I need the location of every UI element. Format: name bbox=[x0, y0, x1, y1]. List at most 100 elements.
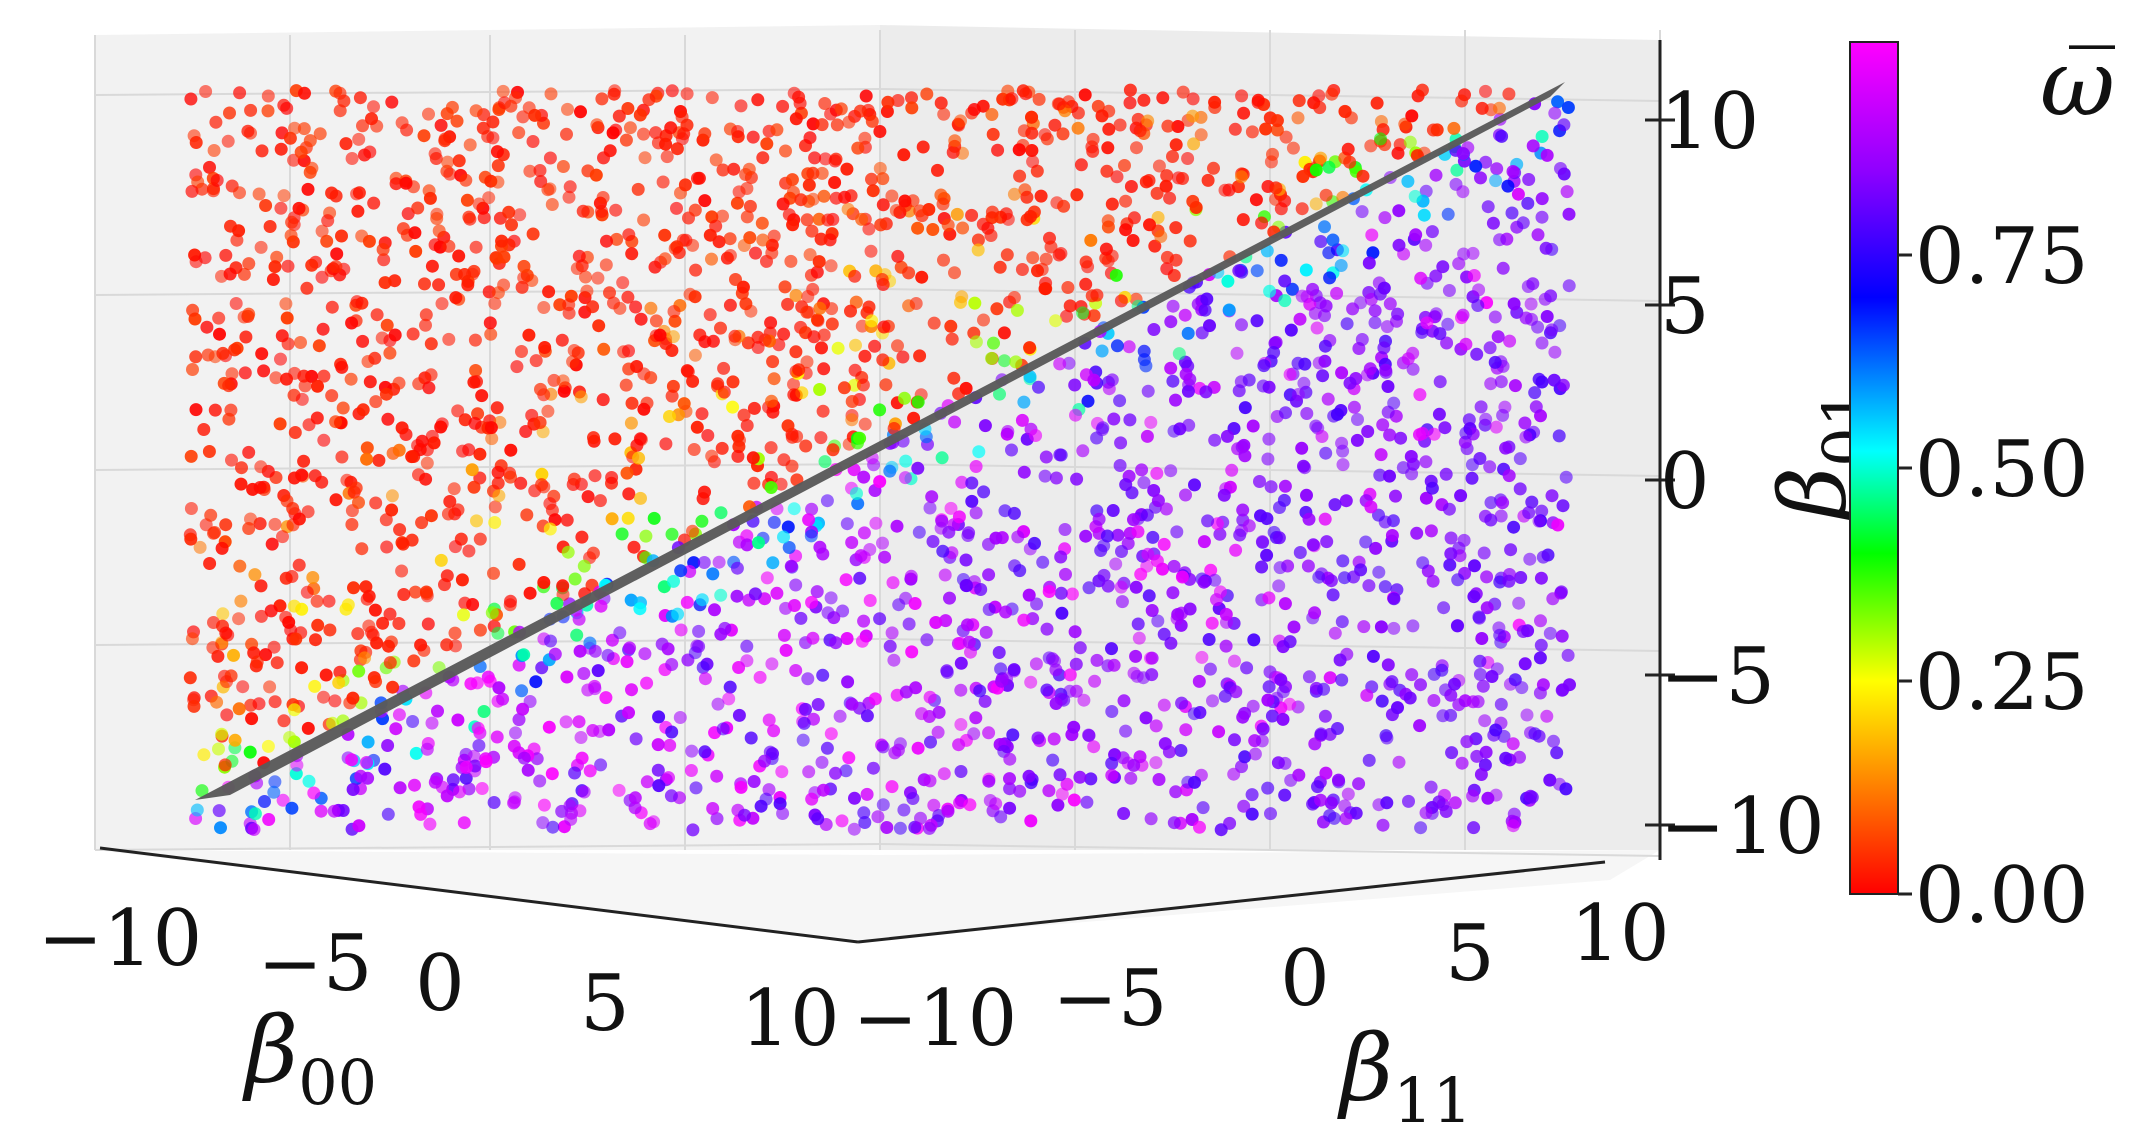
scatter-point bbox=[389, 722, 403, 736]
scatter-point bbox=[1145, 651, 1159, 665]
scatter-point bbox=[546, 820, 560, 834]
colorbar-tick-label: 0.25 bbox=[1915, 638, 2089, 728]
scatter-point bbox=[1105, 197, 1119, 211]
scatter-point bbox=[220, 708, 234, 722]
scatter-point bbox=[1470, 749, 1484, 763]
scatter-point bbox=[1164, 636, 1178, 650]
scatter-point bbox=[637, 213, 651, 227]
scatter-point bbox=[877, 320, 891, 334]
scatter-point bbox=[555, 333, 569, 347]
scatter-point bbox=[1445, 746, 1459, 760]
scatter-point bbox=[1512, 596, 1526, 610]
scatter-point bbox=[1236, 503, 1250, 517]
scatter-point bbox=[954, 114, 967, 128]
scatter-point bbox=[350, 295, 364, 309]
scatter-point bbox=[1141, 384, 1155, 398]
scatter-point bbox=[1272, 531, 1286, 545]
scatter-point bbox=[845, 395, 859, 408]
scatter-point bbox=[451, 713, 465, 727]
scatter-point bbox=[1452, 698, 1466, 712]
scatter-point bbox=[711, 377, 725, 391]
scatter-point bbox=[305, 258, 319, 272]
scatter-point bbox=[1152, 159, 1166, 173]
scatter-point bbox=[1309, 197, 1323, 211]
scatter-point bbox=[1181, 326, 1195, 340]
scatter-point bbox=[1143, 218, 1156, 232]
scatter-point bbox=[767, 724, 781, 738]
scatter-point bbox=[1047, 732, 1061, 746]
scatter-point bbox=[633, 432, 647, 446]
scatter-point bbox=[1183, 234, 1197, 248]
scatter-point bbox=[557, 384, 571, 398]
scatter-point bbox=[927, 798, 941, 812]
scatter-point bbox=[1264, 807, 1277, 821]
scatter-point bbox=[1416, 556, 1430, 570]
scatter-point bbox=[997, 326, 1011, 340]
scatter-point bbox=[1255, 560, 1269, 574]
scatter-point bbox=[689, 263, 703, 277]
scatter-point bbox=[276, 530, 289, 544]
scatter-point bbox=[369, 496, 383, 510]
scatter-point bbox=[1062, 356, 1076, 370]
scatter-point bbox=[1169, 138, 1183, 152]
scatter-point bbox=[878, 550, 892, 564]
scatter-point bbox=[766, 556, 780, 570]
scatter-point bbox=[1201, 173, 1215, 187]
scatter-point bbox=[1298, 461, 1312, 475]
scatter-point bbox=[288, 121, 302, 135]
scatter-point bbox=[517, 648, 531, 662]
scatter-point bbox=[714, 627, 728, 641]
scatter-point bbox=[1058, 523, 1072, 536]
scatter-point bbox=[717, 361, 731, 375]
scatter-point bbox=[1466, 789, 1480, 803]
scatter-point bbox=[1017, 395, 1031, 409]
scatter-point bbox=[349, 481, 363, 495]
scatter-point bbox=[1284, 323, 1298, 337]
scatter-point bbox=[1137, 476, 1151, 490]
scatter-point bbox=[800, 305, 814, 319]
scatter-point bbox=[575, 530, 589, 544]
scatter-point bbox=[596, 393, 610, 407]
scatter-point bbox=[491, 175, 505, 189]
scatter-point bbox=[1151, 614, 1165, 628]
scatter-point bbox=[1373, 287, 1387, 301]
scatter-point bbox=[1115, 595, 1129, 609]
scatter-point bbox=[723, 298, 737, 312]
scatter-point bbox=[406, 327, 420, 341]
scatter-point bbox=[419, 308, 433, 322]
scatter-point bbox=[242, 307, 256, 321]
scatter-point bbox=[747, 476, 761, 490]
scatter-point bbox=[1552, 429, 1566, 443]
scatter-point bbox=[202, 445, 216, 458]
separating-plane bbox=[195, 82, 1565, 800]
scatter-point bbox=[1535, 130, 1549, 143]
scatter-point bbox=[222, 379, 236, 393]
scatter-point bbox=[1465, 458, 1479, 472]
scatter-point bbox=[286, 502, 300, 515]
scatter-point bbox=[572, 612, 586, 626]
scatter-point bbox=[1521, 624, 1535, 638]
scatter-point bbox=[422, 107, 435, 121]
scatter-point bbox=[1298, 357, 1312, 371]
scatter-point bbox=[1486, 216, 1500, 230]
scatter-point bbox=[517, 259, 531, 273]
scatter-point bbox=[787, 502, 801, 516]
scatter-point bbox=[670, 201, 683, 215]
scatter-point bbox=[427, 436, 441, 450]
scatter-point bbox=[680, 595, 694, 609]
scatter-point bbox=[956, 221, 970, 235]
scatter-point bbox=[319, 668, 333, 682]
scatter-point bbox=[726, 400, 740, 414]
scatter-point bbox=[993, 387, 1006, 401]
scatter-point bbox=[789, 578, 803, 592]
scatter-point bbox=[787, 388, 801, 402]
scatter-point bbox=[222, 412, 236, 426]
scatter-point bbox=[1063, 668, 1077, 682]
scatter-point bbox=[1499, 441, 1513, 455]
scatter-point bbox=[679, 233, 693, 247]
scatter-point bbox=[1312, 570, 1326, 584]
scatter-point bbox=[1328, 498, 1342, 512]
scatter-point bbox=[782, 208, 796, 222]
scatter-point bbox=[805, 595, 819, 609]
scatter-point bbox=[381, 412, 395, 426]
